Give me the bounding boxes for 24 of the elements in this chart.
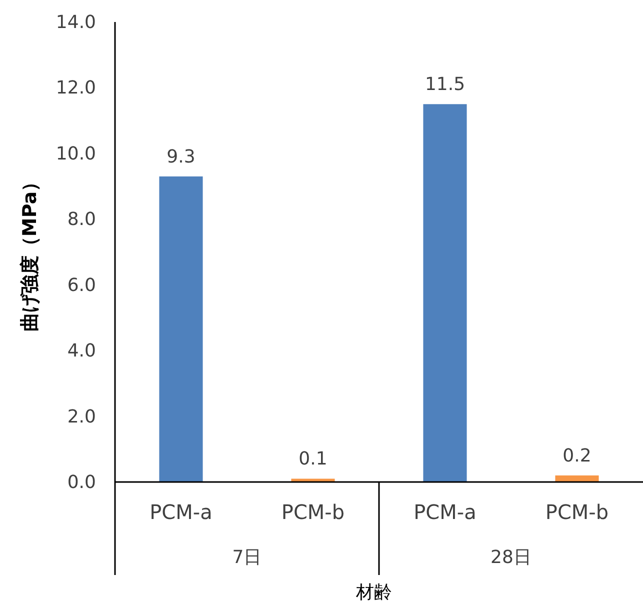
text: 28日	[490, 547, 532, 568]
bar	[291, 478, 335, 482]
data-label: 0.1	[298, 448, 328, 470]
y-tick-label: 0.0	[67, 472, 96, 493]
y-tick-label: 4.0	[67, 340, 96, 362]
y-tick-label: 14.0	[56, 12, 96, 33]
y-axis-title: 曲げ強度（MPa）	[19, 172, 41, 332]
y-tick-label: 10.0	[56, 143, 96, 164]
y-tick-label: 6.0	[67, 274, 96, 296]
data-label: 11.5	[424, 74, 466, 96]
bar	[159, 176, 203, 482]
data-label: 9.3	[166, 146, 196, 168]
text: 7日	[232, 547, 262, 568]
bar	[423, 104, 467, 482]
x-tick-label: PCM-a	[414, 500, 476, 524]
y-tick-label: 8.0	[67, 209, 96, 230]
x-axis-title: 材齢	[355, 582, 392, 603]
data-label: 0.2	[562, 445, 592, 466]
x-tick-label: PCM-b	[545, 500, 609, 524]
x-tick-label: PCM-a	[150, 500, 212, 524]
y-tick-label: 2.0	[67, 406, 96, 428]
x-tick-label: PCM-b	[281, 500, 345, 524]
bar	[555, 475, 599, 482]
y-tick-label: 12.0	[56, 78, 96, 99]
